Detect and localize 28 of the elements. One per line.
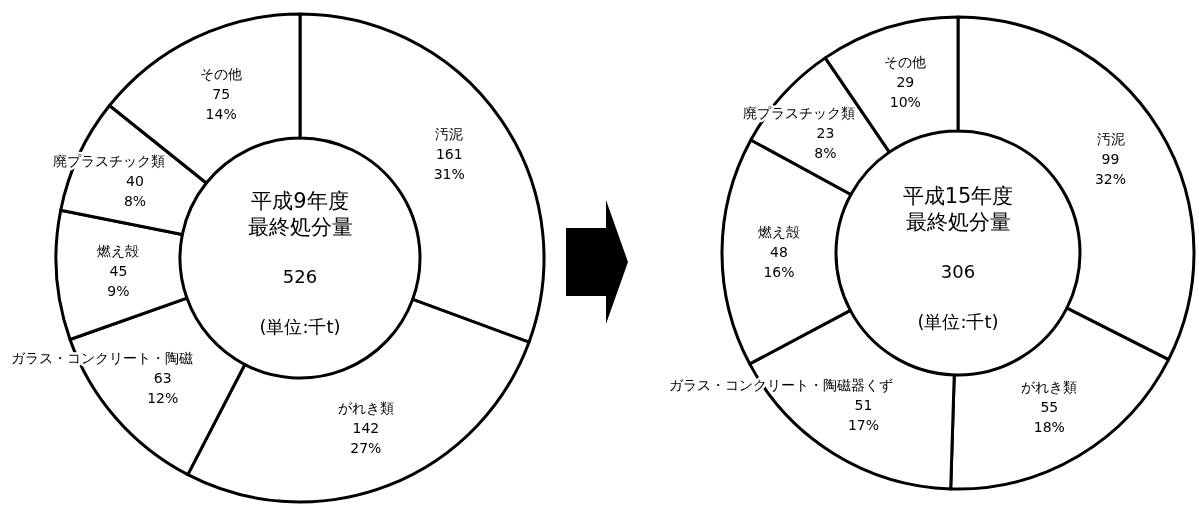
slice-label: 汚泥	[1096, 131, 1125, 148]
data-label: 75 14%	[205, 85, 237, 122]
text: 最終処分量	[247, 215, 353, 239]
slice-label: 燃え殻	[758, 224, 800, 241]
text: 平成15年度	[902, 184, 1014, 208]
text: 306	[940, 261, 976, 282]
data-label: 51 17%	[847, 397, 880, 434]
data-label: 48 16%	[763, 244, 795, 281]
text: 平成9年度	[251, 189, 349, 213]
text: (単位:千t)	[917, 311, 999, 332]
text: (単位:千t)	[259, 316, 341, 337]
slice-label: がれき類	[337, 399, 394, 416]
data-label: 55 18%	[1033, 398, 1065, 435]
data-label: 142 27%	[350, 419, 382, 456]
data-label: 45 9%	[107, 263, 130, 300]
data-label: 23 8%	[814, 124, 837, 161]
slice-label: その他	[884, 53, 927, 70]
slice-label: がれき類	[1021, 378, 1078, 395]
data-label: 40 8%	[123, 173, 147, 210]
slice-label: その他	[200, 65, 243, 82]
slice-label: 汚泥	[435, 125, 464, 142]
text: 526	[282, 266, 318, 287]
text: 最終処分量	[905, 210, 1011, 234]
data-label: 99 32%	[1094, 151, 1127, 188]
data-label: 161 31%	[433, 145, 465, 182]
slice-label: 燃え殻	[97, 243, 140, 260]
data-label: 29 10%	[889, 73, 921, 110]
data-label: 63 12%	[147, 369, 179, 406]
